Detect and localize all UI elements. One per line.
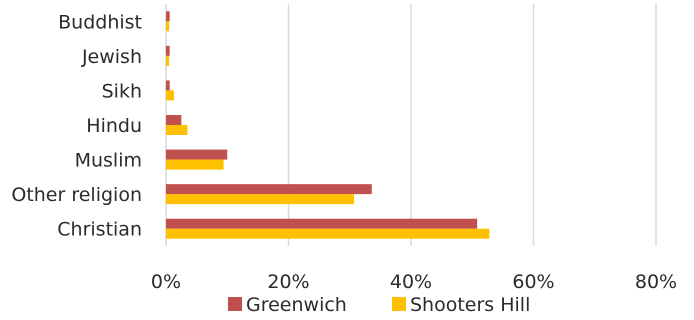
category-label-muslim: Muslim [75,150,142,172]
category-label-christian: Christian [57,219,142,241]
bar-shooters-hill-jewish [166,55,170,66]
x-tick-label-4: 80% [635,271,677,293]
x-tick-label-2: 40% [390,271,432,293]
bar-greenwich-christian [166,218,478,229]
bar-greenwich-buddhist [166,11,170,22]
legend-label-greenwich: Greenwich [246,294,347,316]
bar-greenwich-other-religion [166,184,372,195]
bar-shooters-hill-other-religion [166,194,355,205]
x-tick-label-3: 60% [512,271,554,293]
bar-greenwich-hindu [166,115,182,125]
bar-greenwich-muslim [166,149,228,160]
x-tick-label-0: 0% [151,271,181,293]
category-label-sikh: Sikh [102,80,142,102]
x-tick-labels: 0% 20% 40% 60% 80% [151,271,677,293]
category-label-other-religion: Other religion [11,184,142,206]
bar-shooters-hill-sikh [166,90,174,101]
category-label-hindu: Hindu [86,115,142,137]
legend-swatch-shooters-hill [392,297,406,311]
category-labels: Buddhist Jewish Sikh Hindu Muslim Other relig… [11,11,142,240]
bar-shooters-hill-muslim [166,159,224,170]
bar-greenwich-jewish [166,45,170,56]
bars [166,11,490,239]
bar-shooters-hill-buddhist [166,21,170,32]
bar-greenwich-sikh [166,80,170,91]
legend-swatch-greenwich [228,297,242,311]
bar-shooters-hill-hindu [166,125,188,135]
category-label-buddhist: Buddhist [58,11,142,33]
x-tick-label-1: 20% [267,271,309,293]
legend-label-shooters-hill: Shooters Hill [410,294,530,316]
category-label-jewish: Jewish [81,46,142,68]
gridlines [165,4,657,246]
bar-shooters-hill-christian [166,228,490,239]
legend: Greenwich Shooters Hill [228,294,530,316]
